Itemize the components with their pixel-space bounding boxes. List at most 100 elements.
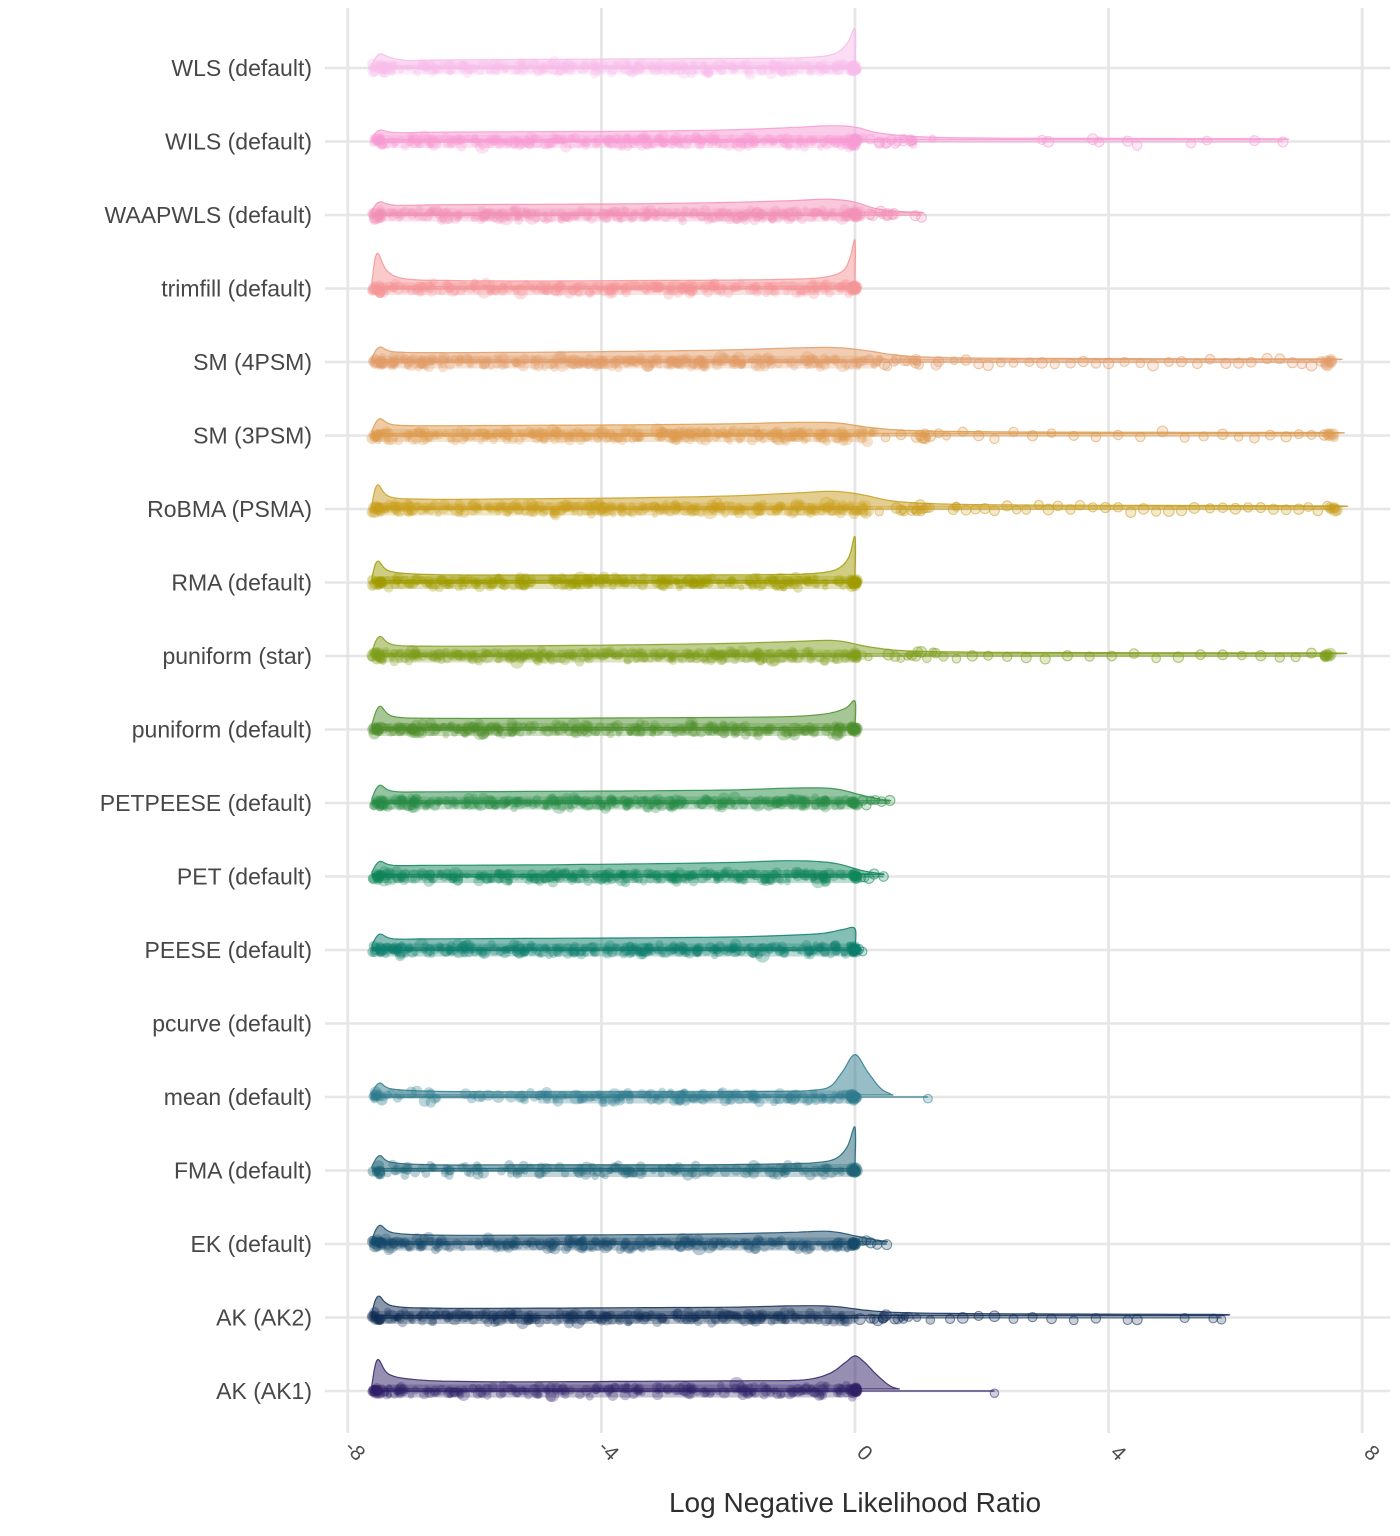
data-point — [752, 352, 762, 362]
data-point — [908, 139, 918, 149]
data-point — [1061, 650, 1073, 662]
data-point — [595, 64, 603, 72]
data-point — [608, 64, 619, 75]
data-point — [892, 136, 903, 147]
data-point — [699, 66, 710, 77]
data-point — [676, 60, 688, 72]
data-point — [587, 60, 598, 71]
data-point — [614, 210, 621, 217]
data-point — [509, 205, 517, 213]
data-point — [412, 211, 420, 219]
data-point — [516, 58, 525, 67]
data-point — [428, 1162, 438, 1173]
data-point — [674, 135, 683, 145]
data-point — [1068, 430, 1079, 441]
data-point — [742, 59, 752, 69]
data-point — [633, 57, 648, 72]
data-point — [599, 1238, 610, 1249]
data-point — [637, 66, 646, 75]
data-point — [767, 134, 777, 145]
data-point — [541, 363, 549, 372]
data-point — [387, 212, 397, 221]
data-point — [497, 1166, 507, 1176]
data-point — [1011, 505, 1022, 515]
data-point — [454, 357, 464, 366]
data-point — [426, 136, 437, 147]
data-point — [850, 59, 861, 70]
data-point — [710, 62, 719, 71]
data-point — [568, 62, 579, 73]
data-point — [1325, 503, 1336, 515]
data-point — [375, 207, 386, 219]
data-point — [629, 66, 636, 73]
data-point — [710, 795, 719, 805]
data-point — [471, 136, 479, 144]
data-point — [844, 143, 854, 153]
data-point — [845, 137, 859, 151]
data-point — [428, 206, 437, 215]
data-point — [542, 944, 549, 952]
data-point — [880, 432, 891, 443]
data-point — [562, 140, 569, 147]
data-point — [830, 940, 841, 951]
data-point — [848, 62, 858, 72]
data-point — [774, 62, 783, 72]
data-point — [693, 135, 701, 143]
data-point — [603, 945, 614, 955]
data-point — [367, 58, 379, 70]
row-label: WILS (default) — [165, 129, 312, 155]
data-point — [714, 726, 721, 733]
data-point — [534, 1168, 545, 1179]
data-point — [783, 207, 794, 218]
data-point — [779, 280, 788, 289]
data-point — [384, 208, 395, 218]
data-point — [777, 67, 787, 77]
data-point — [823, 135, 832, 143]
data-point — [1274, 353, 1286, 365]
data-point — [626, 944, 637, 955]
data-point — [1242, 502, 1254, 513]
data-point — [461, 730, 469, 739]
row-label: EK (default) — [191, 1231, 312, 1257]
data-point — [559, 61, 569, 72]
data-point — [562, 213, 571, 223]
data-point — [744, 579, 752, 586]
data-point — [701, 63, 708, 71]
data-point — [657, 1170, 665, 1178]
data-point — [470, 431, 480, 441]
data-point — [803, 576, 814, 588]
data-point — [761, 797, 769, 805]
data-point — [629, 66, 637, 74]
data-point — [832, 138, 842, 148]
data-point — [549, 209, 557, 217]
data-point — [559, 210, 571, 222]
data-point — [471, 133, 479, 141]
data-point — [563, 651, 571, 659]
data-point — [730, 67, 737, 74]
data-point — [830, 136, 842, 148]
data-point — [716, 65, 727, 76]
data-point — [486, 432, 493, 440]
data-point — [838, 58, 848, 68]
data-point — [740, 60, 749, 70]
data-point — [497, 138, 507, 147]
data-point — [873, 136, 886, 148]
data-point — [501, 62, 511, 72]
data-point — [849, 798, 860, 808]
data-point — [642, 795, 650, 803]
data-point — [373, 135, 384, 146]
data-point — [368, 213, 381, 226]
data-point — [490, 135, 501, 146]
data-point — [617, 216, 624, 224]
data-point — [686, 67, 698, 79]
data-point — [832, 64, 844, 75]
data-point — [658, 950, 666, 958]
data-point — [717, 1088, 725, 1096]
data-point — [691, 653, 702, 664]
data-point — [802, 1239, 812, 1249]
data-point — [1267, 503, 1280, 515]
row-label: PEESE (default) — [145, 937, 312, 963]
data-point — [738, 212, 746, 220]
data-point — [730, 1164, 742, 1176]
data-point — [697, 136, 706, 145]
